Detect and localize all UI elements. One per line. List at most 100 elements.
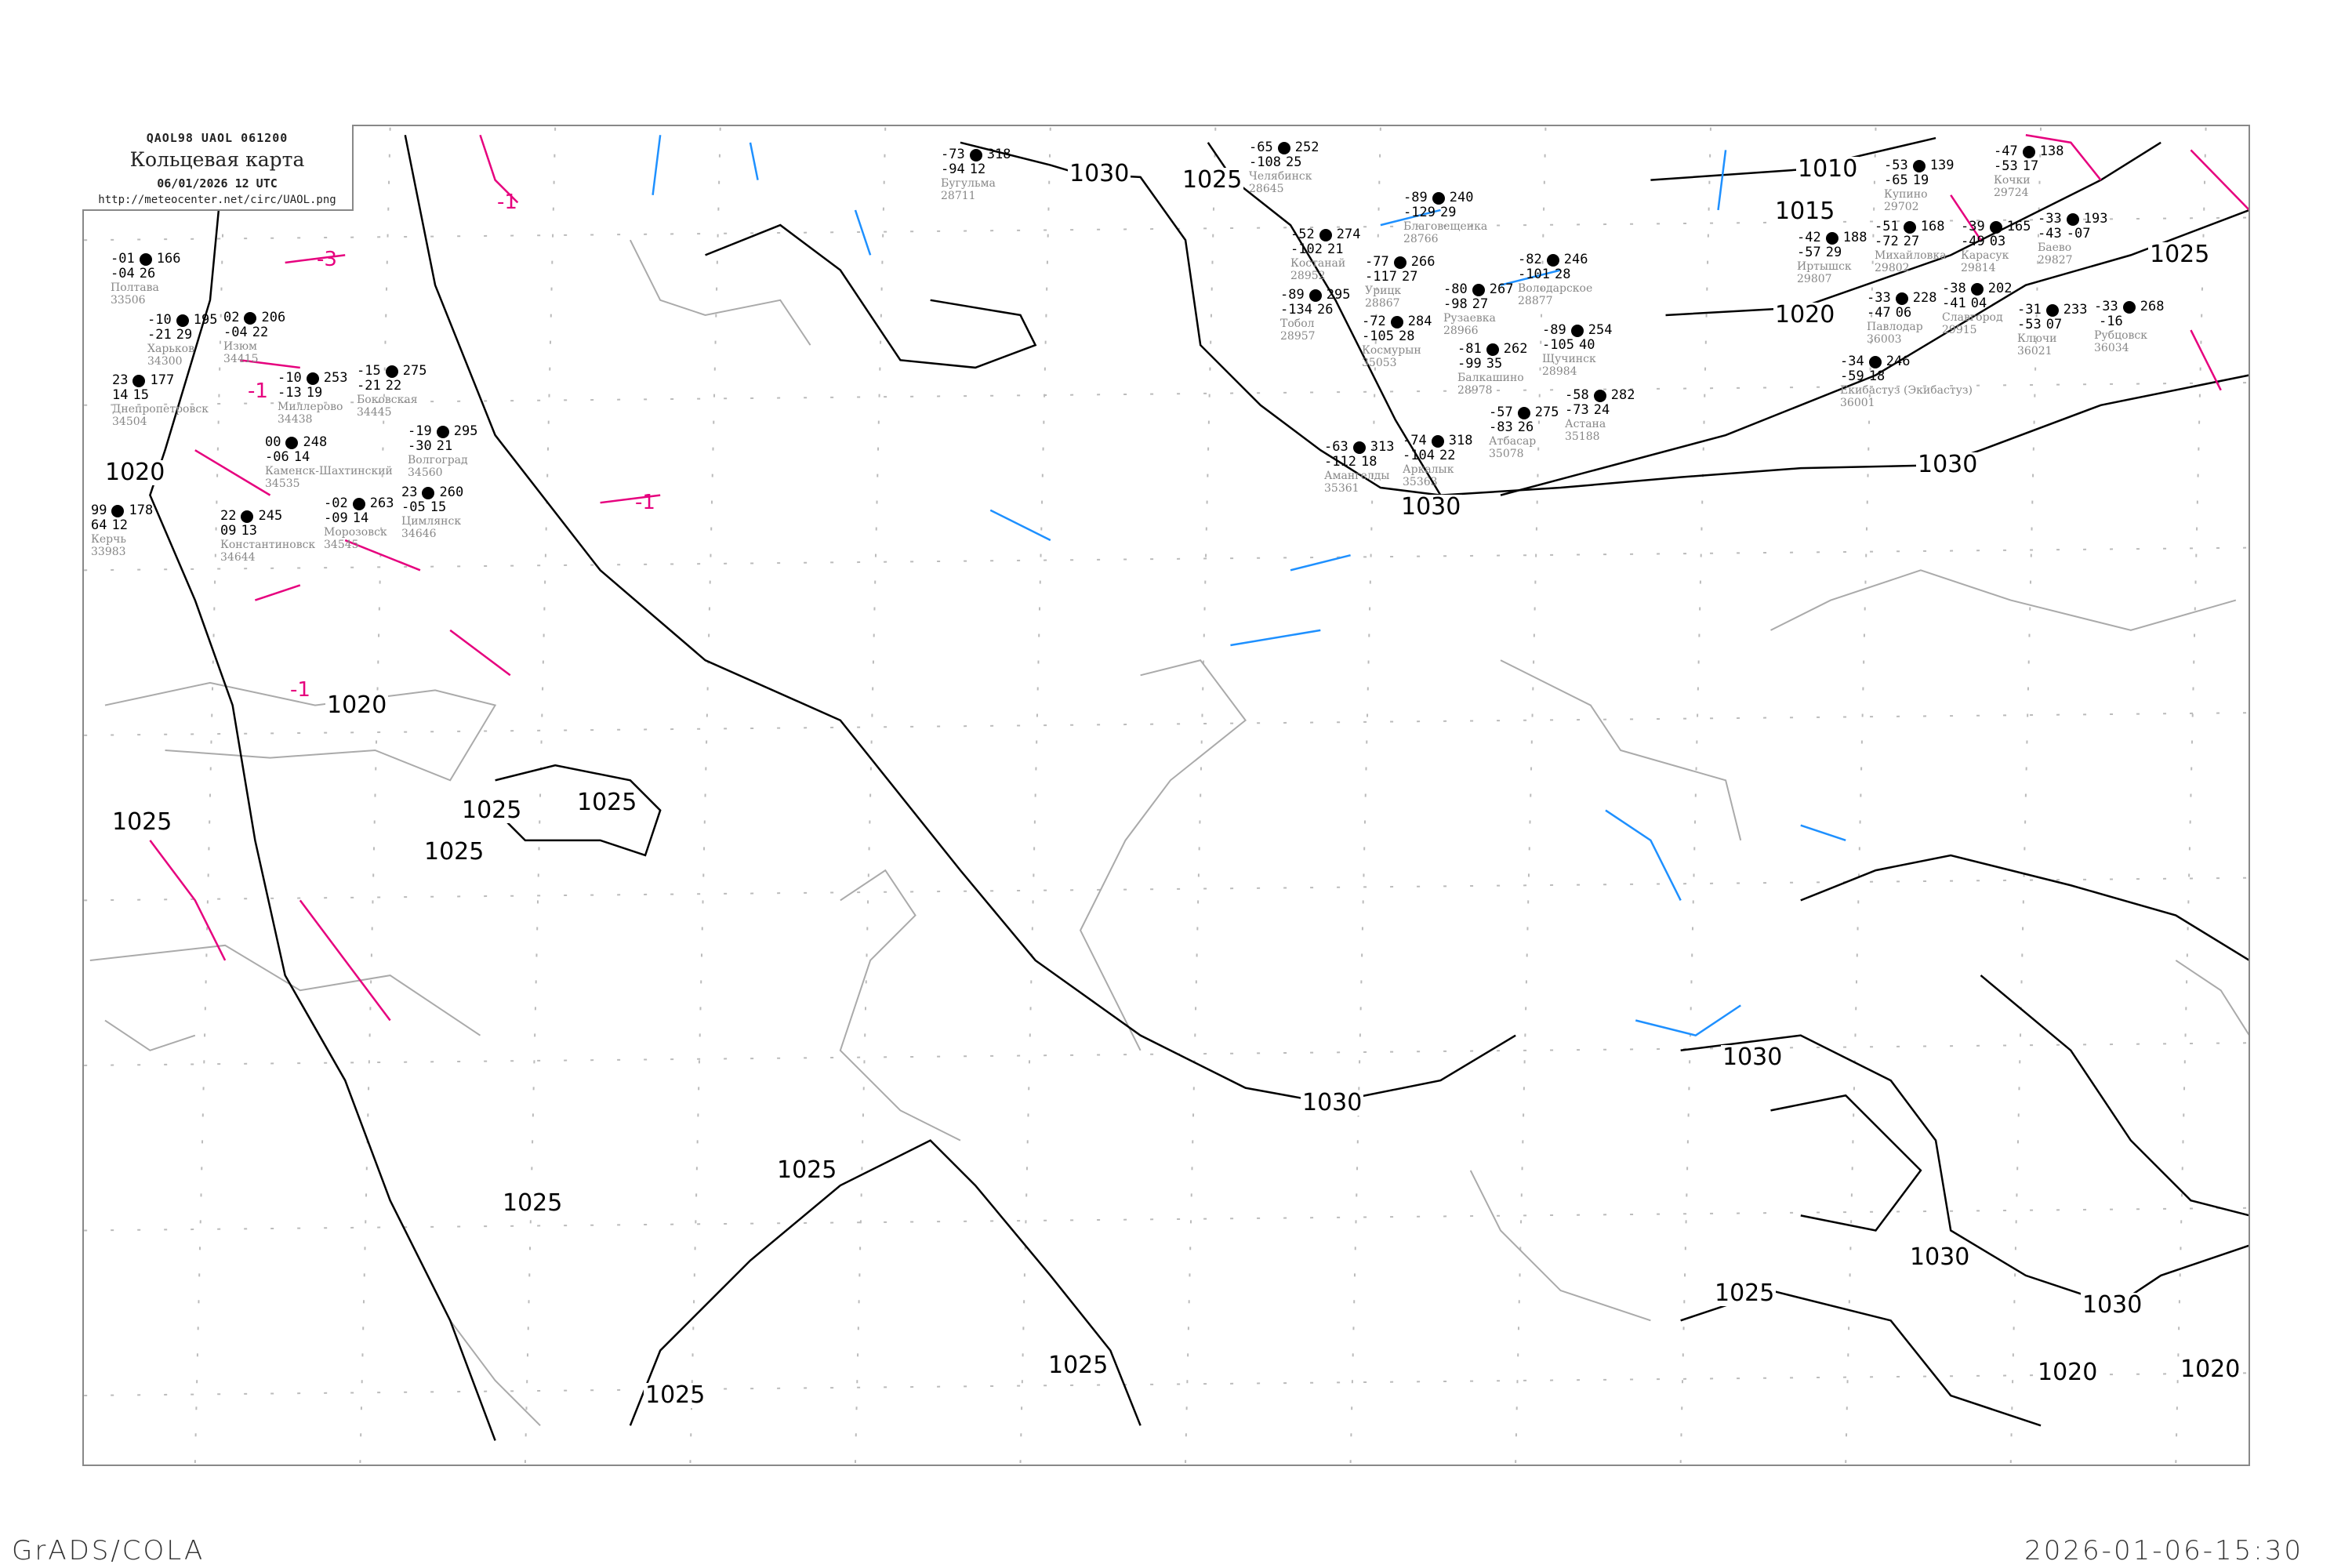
station-temperature: -01 xyxy=(111,251,135,267)
isobar-label: 1025 xyxy=(1047,1352,1110,1379)
station-temperature: -80 xyxy=(1443,281,1468,297)
station-temperature: -34 xyxy=(1840,354,1864,369)
station-tendency: -07 xyxy=(2066,226,2091,241)
station-dewpoint: -101 xyxy=(1518,267,1550,282)
station-plot: -19 295 -30 21 Волгоград 34560 xyxy=(408,424,477,480)
station-pressure: 274 xyxy=(1336,227,1361,242)
isobar-label: 1020 xyxy=(325,691,389,719)
station-dewpoint: -53 xyxy=(1994,158,2018,174)
station-dewpoint: -57 xyxy=(1797,245,1821,260)
station-plot: -02 263 -09 14 Морозовск 34545 xyxy=(324,496,394,552)
station-temperature: -89 xyxy=(1542,322,1566,338)
station-id: 36003 xyxy=(1867,333,1902,346)
isobar-label: 1025 xyxy=(1713,1279,1777,1307)
isobar-label: 1010 xyxy=(1796,155,1860,183)
cloud-cover-icon xyxy=(244,311,257,325)
station-temperature: -10 xyxy=(147,312,172,328)
station-name: Изюм xyxy=(223,340,257,353)
station-temperature: -33 xyxy=(2094,299,2118,314)
station-plot: -65 252 -108 25 Челябинск 28645 xyxy=(1249,140,1319,196)
grid-line xyxy=(2009,127,2042,1464)
station-temperature: -38 xyxy=(1942,281,1966,296)
station-id: 29724 xyxy=(1994,187,2029,199)
station-dewpoint: 14 xyxy=(112,387,129,403)
grid-line xyxy=(2175,127,2207,1464)
isobar-line xyxy=(1680,1034,2250,1307)
station-tendency: 21 xyxy=(1327,241,1344,257)
grid-line xyxy=(359,127,391,1464)
station-name: Волгоград xyxy=(408,454,468,466)
grid-line xyxy=(1349,127,1381,1464)
station-name: Баево xyxy=(2038,241,2072,254)
station-id: 34644 xyxy=(220,551,256,564)
station-dewpoint: -53 xyxy=(2017,317,2042,332)
station-tendency: 40 xyxy=(1578,337,1595,353)
grid-line xyxy=(524,127,557,1464)
station-name: Рузаевка xyxy=(1443,312,1496,325)
station-tendency: 12 xyxy=(111,517,128,533)
station-tendency: 22 xyxy=(385,378,402,394)
station-dewpoint: -06 xyxy=(265,449,289,465)
station-name: Аркалык xyxy=(1403,463,1454,476)
isotherm-zero-line xyxy=(1635,1004,1741,1037)
station-name: Кочки xyxy=(1994,174,2031,187)
station-pressure: 139 xyxy=(1929,158,1955,173)
cloud-cover-icon xyxy=(285,436,299,449)
isobar-label: 1020 xyxy=(2036,1359,2100,1386)
isotherm-line xyxy=(2025,134,2102,181)
station-tendency: 22 xyxy=(1439,448,1456,463)
station-plot: -34 246 -59 18 Екибастуз (Экибастуз) 36001 xyxy=(1840,354,1973,410)
station-temperature: -72 xyxy=(1362,314,1386,329)
station-pressure: 188 xyxy=(1842,230,1867,245)
cloud-cover-icon xyxy=(2022,145,2035,158)
station-id: 28966 xyxy=(1443,325,1479,337)
isobar-label: 1030 xyxy=(1908,1243,1972,1271)
station-id: 28877 xyxy=(1518,295,1553,307)
isobar-line xyxy=(1980,975,2250,1217)
station-name: Славгород xyxy=(1942,311,2003,324)
station-plot: 02 206 -04 22 Изюм 34415 xyxy=(223,310,285,366)
station-temperature: -77 xyxy=(1365,254,1389,270)
station-pressure: 260 xyxy=(439,485,464,500)
cloud-cover-icon xyxy=(1319,228,1332,241)
isobar-line xyxy=(705,223,1037,369)
station-dewpoint: -102 xyxy=(1290,241,1323,257)
isotherm-zero-line xyxy=(749,142,759,180)
station-temperature: -63 xyxy=(1324,439,1348,455)
station-temperature: -51 xyxy=(1875,219,1899,234)
station-plot: -47 138 -53 17 Кочки 29724 xyxy=(1994,143,2064,200)
station-id: 29827 xyxy=(2038,254,2073,267)
station-plot: -53 139 -65 19 Купино 29702 xyxy=(1884,158,1955,214)
isobar-label: 1030 xyxy=(1721,1044,1784,1071)
station-temperature: -58 xyxy=(1565,387,1589,403)
station-dewpoint: -41 xyxy=(1942,296,1966,311)
station-pressure: 138 xyxy=(2039,143,2064,159)
station-plot: -52 274 -102 21 Костанай 28952 xyxy=(1290,227,1361,283)
isotherm-line xyxy=(149,840,227,961)
grid-line xyxy=(1679,127,1711,1464)
station-id: 34415 xyxy=(223,353,259,365)
station-id: 29702 xyxy=(1884,201,1919,213)
isobar-label: 1020 xyxy=(1773,301,1837,328)
station-plot: -58 282 -73 24 Астана 35188 xyxy=(1565,387,1635,444)
isotherm-line xyxy=(285,254,346,264)
station-id: 28711 xyxy=(941,190,976,202)
cloud-cover-icon xyxy=(111,504,125,517)
station-id: 28645 xyxy=(1249,183,1284,195)
station-id: 29814 xyxy=(1961,262,1996,274)
cloud-cover-icon xyxy=(2066,212,2079,226)
station-name: Благовещенка xyxy=(1403,220,1488,233)
station-dewpoint: -47 xyxy=(1867,305,1891,321)
station-plot: 23 177 14 15 Днепропетровск 34504 xyxy=(112,373,209,429)
station-dewpoint: 64 xyxy=(91,517,107,533)
isotherm-line xyxy=(479,134,519,204)
station-tendency: 27 xyxy=(1472,296,1489,312)
station-pressure: 165 xyxy=(2006,219,2031,234)
station-plot: -33 228 -47 06 Павлодар 36003 xyxy=(1867,291,1936,347)
station-id: 34646 xyxy=(401,528,437,540)
isotherm-zero-line xyxy=(1500,269,1561,286)
station-name: Рубцовск xyxy=(2094,329,2147,342)
isobar-label: 1025 xyxy=(575,789,639,816)
coastline xyxy=(1469,1170,1651,1322)
cloud-cover-icon xyxy=(1895,292,1908,305)
